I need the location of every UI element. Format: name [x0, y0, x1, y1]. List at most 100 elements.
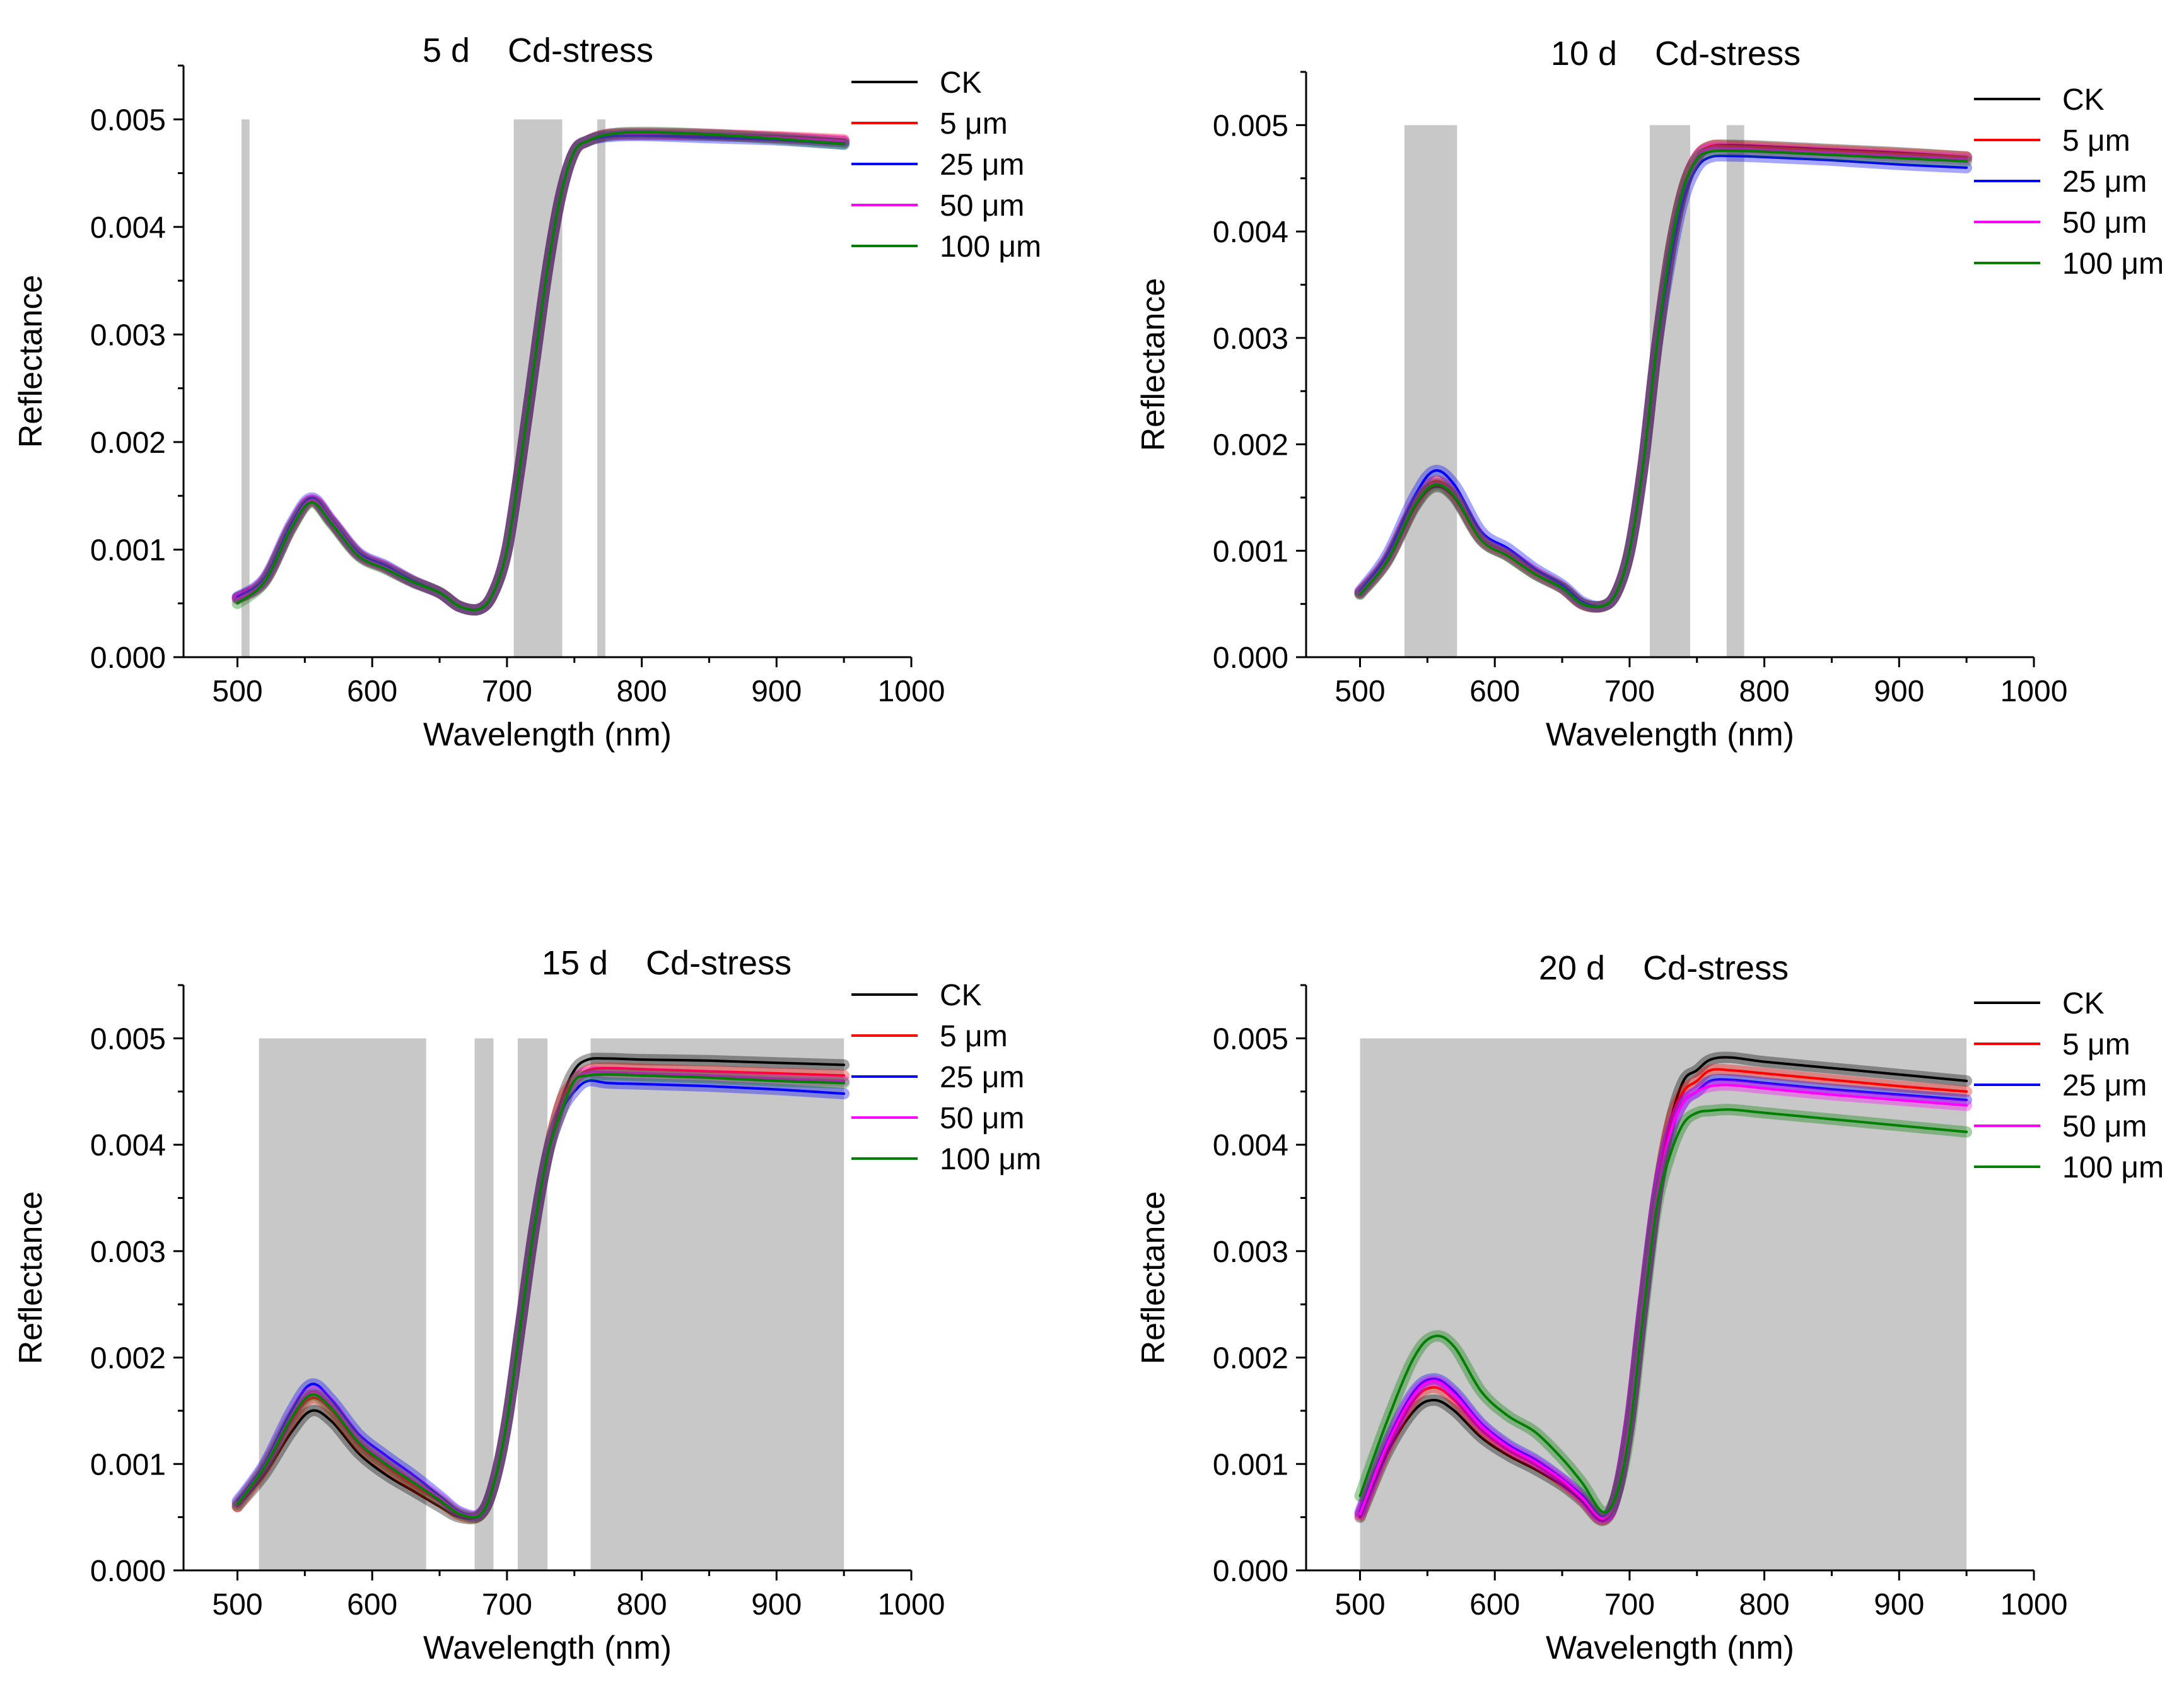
y-tick-label: 0.002	[1213, 1342, 1288, 1376]
x-tick-label: 800	[1739, 675, 1790, 708]
legend-label: CK	[940, 66, 982, 100]
legend-label: 25 μm	[940, 1061, 1024, 1094]
legend-label: 50 μm	[940, 1102, 1024, 1135]
legend: CK 5 μm 25 μm 50 μm 100 μm	[851, 66, 1041, 264]
y-tick-label: 0.000	[90, 1555, 166, 1588]
series-line	[236, 131, 846, 611]
panel-20d: 500 600 700 800 900 1000 0.000 0.001 0.002 0.003 0…	[1135, 949, 2164, 1666]
legend-label: CK	[2062, 987, 2105, 1020]
y-tick-label: 0.005	[90, 103, 166, 137]
x-tick-label: 1000	[878, 675, 945, 708]
series-line	[236, 1073, 846, 1519]
legend-label: 50 μm	[2062, 206, 2147, 240]
legend-label: 50 μm	[2062, 1110, 2147, 1143]
y-tick-label: 0.001	[1213, 535, 1288, 568]
band-group	[241, 119, 605, 658]
legend-label: CK	[2062, 83, 2105, 117]
band-group	[1360, 1038, 1967, 1570]
y-axis-label: Reflectance	[1135, 278, 1172, 452]
y-tick-label: 0.003	[1213, 322, 1288, 356]
band-group	[1404, 125, 1744, 657]
legend-label: 100 μm	[2062, 1151, 2164, 1184]
legend-label: 100 μm	[940, 1143, 1041, 1176]
significance-band	[1649, 125, 1690, 657]
legend-label: 5 μm	[2062, 1028, 2130, 1061]
x-tick-label: 500	[1334, 1588, 1385, 1621]
x-tick-label: 500	[212, 1588, 262, 1621]
panel-5d: 500 600 700 800 900 1000 0.000 0.001 0.002 0.003 0…	[13, 32, 1041, 753]
legend-label: 100 μm	[2062, 247, 2164, 281]
x-tick-label: 900	[1874, 675, 1924, 708]
chart-title: 10 d Cd-stress	[1551, 35, 1801, 73]
y-tick-label: 0.002	[1213, 429, 1288, 462]
x-tick-label: 600	[1469, 675, 1520, 708]
legend: CK 5 μm 25 μm 50 μm 100 μm	[851, 979, 1041, 1176]
significance-band	[597, 119, 605, 658]
legend: CK 5 μm 25 μm 50 μm 100 μm	[1974, 987, 2164, 1184]
significance-band	[1360, 1038, 1967, 1570]
axes: 500 600 700 800 900 1000 0.000 0.001 0.002 0.003 0…	[90, 64, 945, 708]
axes: 500 600 700 800 900 1000 0.000 0.001 0.002 0.003 0…	[90, 984, 945, 1621]
x-tick-label: 800	[617, 1588, 667, 1621]
x-tick-label: 500	[212, 675, 262, 708]
panel-15d: 500 600 700 800 900 1000 0.000 0.001 0.002 0.003 0…	[13, 944, 1041, 1666]
legend-label: CK	[940, 979, 982, 1012]
legend-label: 50 μm	[940, 189, 1024, 223]
significance-band	[474, 1038, 494, 1570]
legend-label: 100 μm	[940, 230, 1041, 264]
significance-band	[513, 119, 563, 658]
x-tick-label: 600	[347, 1588, 397, 1621]
y-tick-label: 0.005	[1213, 1022, 1288, 1056]
plot-area	[231, 126, 850, 616]
x-tick-label: 900	[751, 675, 802, 708]
y-tick-label: 0.005	[1213, 109, 1288, 143]
significance-band	[241, 119, 250, 658]
legend-label: 25 μm	[2062, 1069, 2147, 1102]
y-tick-label: 0.000	[1213, 641, 1288, 675]
legend-label: 5 μm	[2062, 124, 2130, 158]
x-tick-label: 1000	[2000, 1588, 2068, 1621]
x-tick-label: 700	[1604, 675, 1655, 708]
y-tick-label: 0.001	[1213, 1448, 1288, 1481]
y-tick-label: 0.005	[90, 1022, 166, 1056]
y-tick-label: 0.002	[90, 1342, 166, 1376]
legend-label: 25 μm	[940, 148, 1024, 182]
x-tick-label: 700	[1604, 1588, 1655, 1621]
x-tick-label: 900	[751, 1588, 802, 1621]
significance-band	[259, 1038, 426, 1570]
x-tick-label: 1000	[2000, 675, 2068, 708]
y-tick-label: 0.004	[90, 211, 166, 245]
legend-label: 5 μm	[940, 107, 1008, 141]
y-tick-label: 0.004	[90, 1129, 166, 1162]
x-axis-label: Wavelength (nm)	[423, 716, 672, 753]
series-line	[1358, 1108, 1968, 1514]
significance-band	[1404, 125, 1457, 657]
x-tick-label: 500	[1334, 675, 1385, 708]
axes: 500 600 700 800 900 1000 0.000 0.001 0.002 0.003 0…	[1213, 71, 2068, 708]
y-tick-label: 0.003	[90, 318, 166, 352]
plot-area	[231, 1053, 850, 1524]
axes: 500 600 700 800 900 1000 0.000 0.001 0.002 0.003 0…	[1213, 984, 2068, 1621]
x-tick-label: 700	[482, 1588, 532, 1621]
significance-band	[1726, 125, 1744, 657]
x-axis-label: Wavelength (nm)	[1546, 716, 1794, 753]
y-tick-label: 0.002	[90, 426, 166, 460]
x-tick-label: 700	[482, 675, 532, 708]
y-tick-label: 0.001	[90, 534, 166, 567]
legend: CK 5 μm 25 μm 50 μm 100 μm	[1974, 83, 2164, 281]
plot-area	[1354, 139, 1973, 613]
band-group	[259, 1038, 844, 1570]
series-line	[1358, 1084, 1968, 1520]
y-tick-label: 0.001	[90, 1448, 166, 1481]
y-tick-label: 0.003	[90, 1235, 166, 1269]
x-axis-label: Wavelength (nm)	[1546, 1630, 1794, 1666]
chart-title: 20 d Cd-stress	[1539, 949, 1789, 987]
y-axis-label: Reflectance	[1135, 1191, 1172, 1365]
y-tick-label: 0.003	[1213, 1235, 1288, 1269]
legend-label: 5 μm	[940, 1020, 1008, 1053]
significance-band	[590, 1038, 844, 1570]
y-axis-label: Reflectance	[13, 1191, 49, 1365]
legend-label: 25 μm	[2062, 165, 2147, 199]
y-tick-label: 0.000	[90, 641, 166, 675]
